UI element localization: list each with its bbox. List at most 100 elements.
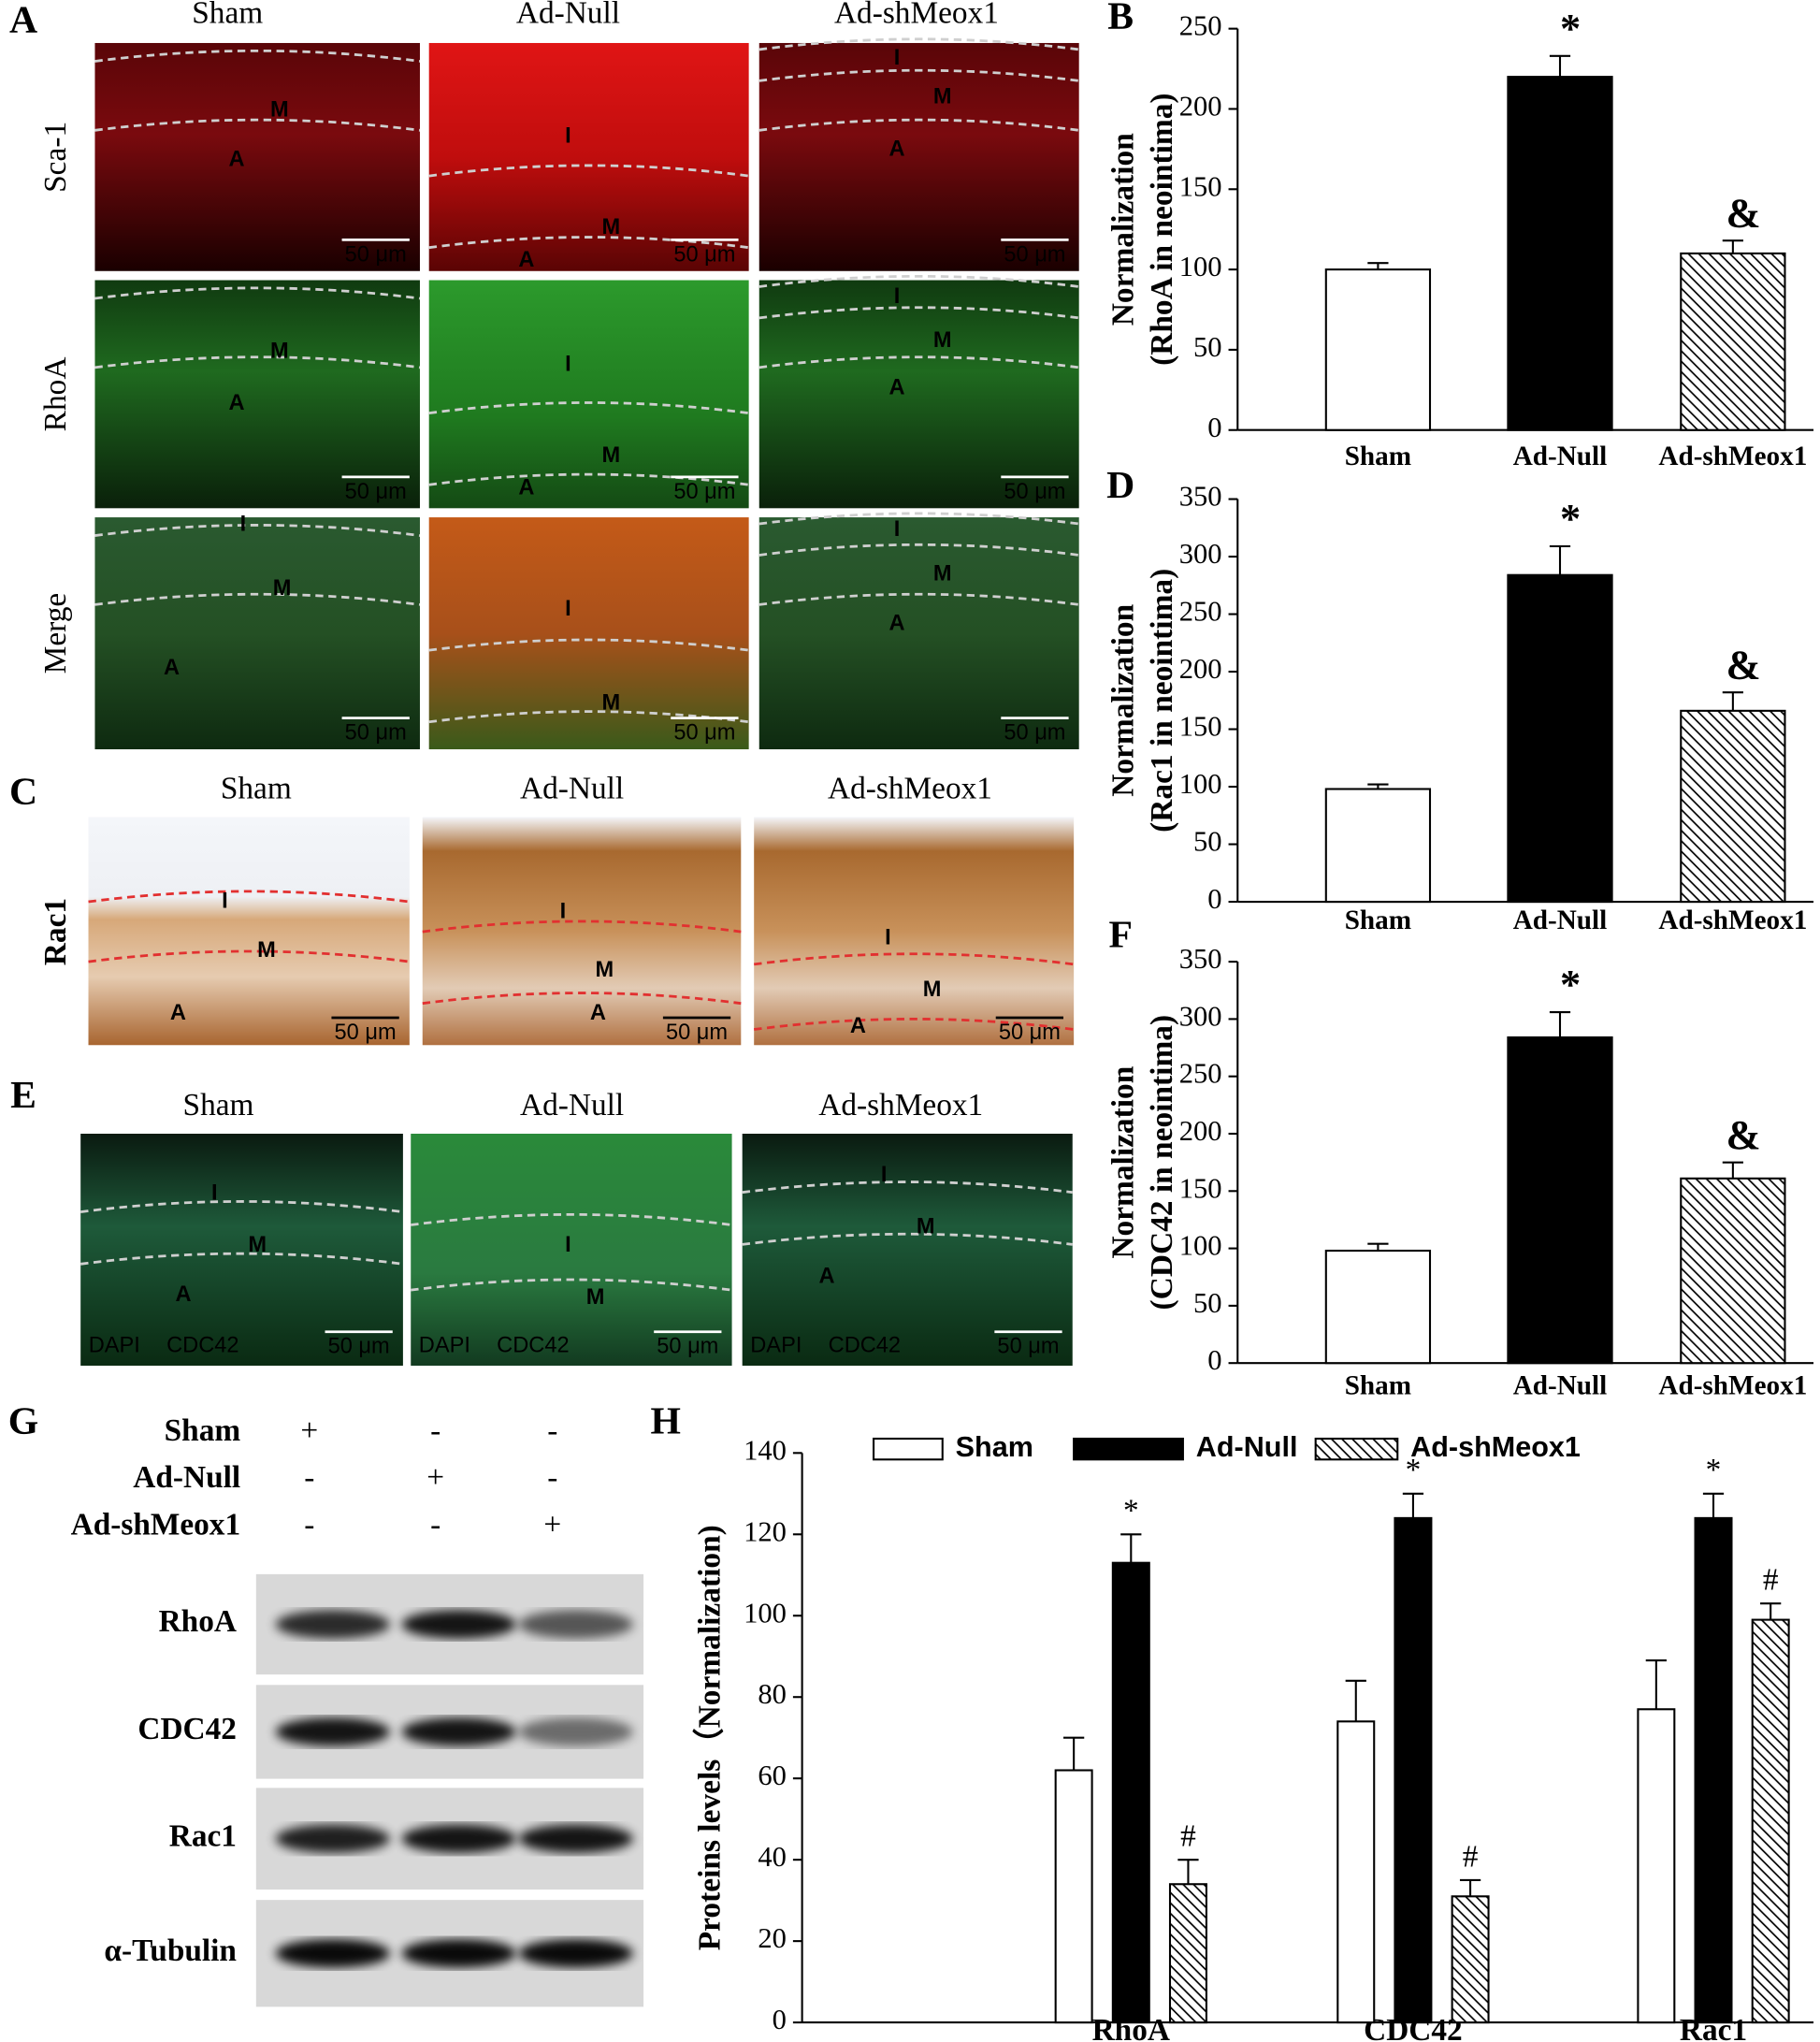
- layer-boundary: [88, 949, 411, 963]
- y-tick-label: 100: [1179, 1230, 1222, 1262]
- layer-label: A: [518, 476, 534, 500]
- layer-label: A: [889, 137, 905, 161]
- panel-letter: F: [1108, 914, 1132, 957]
- y-tick-label: 150: [1179, 170, 1222, 202]
- micrograph: [758, 517, 1079, 750]
- micrograph: [94, 42, 420, 271]
- layer-label: I: [894, 517, 901, 542]
- layer-boundary: [80, 1200, 404, 1213]
- layer-label: M: [917, 1215, 935, 1239]
- condition-sign: +: [543, 1507, 561, 1542]
- layer-label: I: [565, 124, 571, 149]
- y-tick-label: 120: [744, 1515, 787, 1547]
- y-tick-label: 250: [1179, 10, 1222, 42]
- ihc-image: [88, 817, 410, 1046]
- layer-label: A: [228, 391, 244, 415]
- layer-label: I: [560, 899, 567, 923]
- layer-label: M: [270, 98, 289, 123]
- layer-boundary: [754, 952, 1075, 966]
- layer-label: I: [565, 1233, 571, 1257]
- bar: [1324, 1250, 1432, 1365]
- row-label: Sca-1: [38, 122, 73, 193]
- significance-mark: *: [1123, 1494, 1139, 1528]
- layer-label: I: [240, 513, 247, 537]
- y-tick-label: 100: [1179, 768, 1222, 800]
- condition-sign: -: [304, 1507, 314, 1542]
- blot-band: [518, 1824, 633, 1853]
- bar: [1751, 1618, 1790, 2024]
- condition-sign: -: [304, 1460, 314, 1495]
- scale-bar-label: 50 μm: [345, 480, 407, 504]
- layer-boundary: [411, 1278, 732, 1292]
- condition-sign: -: [430, 1507, 441, 1542]
- bar: [1324, 788, 1432, 904]
- micrograph: [758, 280, 1079, 509]
- column-title: Ad-Null: [516, 0, 620, 30]
- blot-band: [275, 1824, 390, 1853]
- significance-mark: &: [1726, 1111, 1760, 1158]
- blot-band: [401, 1717, 516, 1746]
- layer-label: A: [889, 375, 905, 399]
- layer-label: I: [881, 1163, 888, 1187]
- column-title: Ad-shMeox1: [834, 0, 999, 30]
- micrograph: [428, 517, 749, 750]
- bar: [1111, 1561, 1150, 2024]
- layer-boundary: [94, 592, 421, 606]
- significance-mark: #: [1180, 1819, 1196, 1854]
- y-axis-label: Proteins levels（Normalization): [692, 1525, 727, 1950]
- scale-bar-label: 50 μm: [673, 480, 735, 504]
- y-axis-label: Normalization: [1105, 133, 1140, 326]
- y-tick-label: 350: [1179, 943, 1222, 975]
- y-tick-label: 0: [1207, 1344, 1221, 1376]
- blot-band: [275, 1610, 390, 1639]
- layer-boundary: [428, 401, 749, 414]
- ihc-image: [422, 817, 742, 1046]
- significance-mark: *: [1406, 1453, 1422, 1487]
- column-title: Sham: [183, 1088, 254, 1122]
- blot-band: [275, 1938, 390, 1968]
- column-title: Ad-Null: [520, 1088, 624, 1122]
- y-tick-label: 300: [1179, 1000, 1222, 1032]
- y-axis-label: Normalization: [1105, 1065, 1140, 1258]
- y-tick-label: 350: [1179, 481, 1222, 513]
- blot-band: [518, 1938, 633, 1968]
- x-tick-label: Sham: [1345, 1370, 1411, 1400]
- blot-label: Rac1: [169, 1818, 237, 1853]
- layer-label: M: [248, 1233, 267, 1257]
- panel-letter: A: [9, 0, 37, 42]
- layer-boundary: [758, 37, 1079, 51]
- stain-label: CDC42: [829, 1333, 901, 1357]
- bar: [1680, 252, 1786, 431]
- layer-boundary: [428, 472, 749, 486]
- scale-bar-label: 50 μm: [328, 1335, 390, 1359]
- y-axis-label: (CDC42 in neointima): [1145, 1015, 1179, 1311]
- condition-sign: -: [547, 1460, 557, 1495]
- layer-boundary: [754, 1018, 1075, 1031]
- blot-band: [401, 1824, 516, 1853]
- stain-label: DAPI: [750, 1333, 802, 1357]
- layer-label: M: [270, 339, 289, 363]
- row-label: Rac1: [38, 898, 73, 965]
- scale-bar-label: 50 μm: [997, 1335, 1059, 1359]
- y-tick-label: 150: [1179, 711, 1222, 743]
- fluorescence-image: [742, 1134, 1073, 1366]
- y-tick-label: 20: [758, 1922, 787, 1954]
- blot-band: [518, 1610, 633, 1639]
- layer-label: A: [850, 1014, 866, 1038]
- significance-mark: &: [1726, 641, 1760, 688]
- layer-label: A: [164, 656, 180, 680]
- y-axis-label: (RhoA in neointima): [1145, 93, 1179, 365]
- y-tick-label: 200: [1179, 90, 1222, 122]
- x-tick-label: Ad-Null: [1513, 1370, 1608, 1400]
- panel-letter: H: [650, 1399, 680, 1442]
- layer-boundary: [758, 118, 1079, 132]
- layer-boundary: [422, 920, 742, 934]
- y-axis-label: (Rac1 in neointima): [1145, 569, 1179, 833]
- layer-label: I: [211, 1180, 218, 1205]
- layer-label: I: [565, 352, 571, 376]
- significance-mark: &: [1726, 189, 1760, 236]
- y-tick-label: 40: [758, 1841, 787, 1873]
- layer-label: A: [590, 1001, 606, 1025]
